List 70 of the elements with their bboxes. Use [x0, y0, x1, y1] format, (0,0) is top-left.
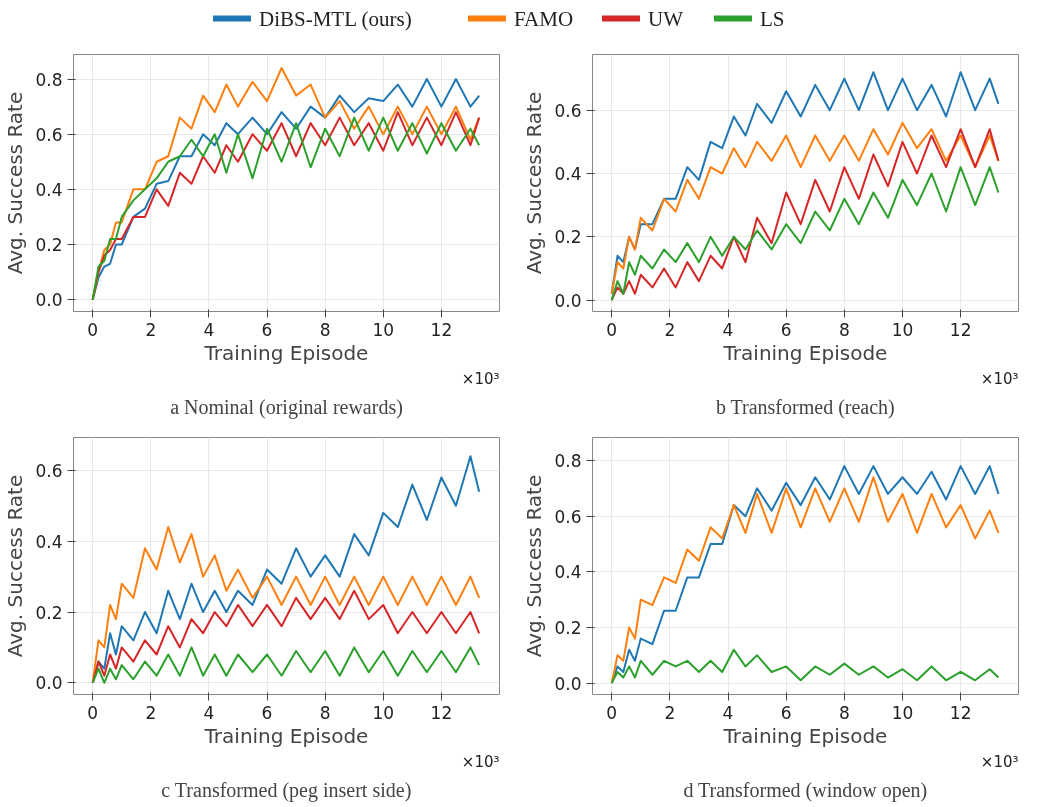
y-tick-label: 0.6	[554, 506, 582, 527]
y-tick-label: 0.2	[554, 617, 582, 638]
x-tick-label: 12	[949, 702, 972, 723]
legend-label: FAMO	[514, 6, 574, 31]
y-tick-label: 0.6	[35, 124, 63, 145]
x-tick-label: 10	[372, 319, 395, 340]
y-axis-title: Avg. Success Rate	[522, 474, 547, 658]
y-axis-title: Avg. Success Rate	[522, 91, 547, 275]
legend-label: UW	[648, 6, 684, 31]
x-tick-label: 12	[949, 319, 972, 340]
y-tick-label: 0.2	[35, 234, 63, 255]
y-tick-label: 0.2	[554, 227, 582, 248]
text: c Transformed (peg insert side)	[161, 778, 412, 802]
y-tick-label: 0.0	[35, 673, 63, 694]
y-tick-label: 0.6	[35, 460, 63, 481]
x-tick-label: 2	[145, 702, 157, 723]
x-tick-label: 6	[780, 702, 792, 723]
text: ×10³	[980, 369, 1019, 388]
line-series	[610, 166, 1000, 302]
x-tick-label: 10	[891, 702, 914, 723]
x-axis-title: Training Episode	[722, 340, 888, 365]
x-tick-label: 0	[87, 702, 99, 723]
y-tick-label: 0.8	[35, 69, 63, 90]
y-tick-label: 0.2	[35, 602, 63, 623]
x-tick-label: 2	[145, 319, 157, 340]
x-axis-title: Training Episode	[203, 340, 369, 365]
legend-label: DiBS-MTL (ours)	[259, 6, 412, 31]
y-tick-label: 0.6	[554, 100, 582, 121]
x-tick-label: 2	[664, 319, 676, 340]
x-tick-label: 10	[891, 319, 914, 340]
y-tick-label: 0.0	[554, 673, 582, 694]
x-tick-label: 0	[606, 319, 618, 340]
x-tick-label: 12	[430, 319, 453, 340]
line-series	[91, 646, 481, 684]
x-tick-label: 6	[261, 702, 273, 723]
x-tick-label: 10	[372, 702, 395, 723]
x-tick-label: 12	[430, 702, 453, 723]
x-tick-label: 6	[780, 319, 792, 340]
x-tick-label: 8	[838, 319, 850, 340]
y-tick-label: 0.0	[35, 290, 63, 311]
x-tick-label: 6	[261, 319, 273, 340]
x-tick-label: 8	[319, 702, 331, 723]
text: a Nominal (original rewards)	[170, 395, 403, 419]
x-tick-label: 0	[606, 702, 618, 723]
x-tick-label: 4	[722, 319, 734, 340]
y-tick-label: 0.4	[554, 164, 582, 184]
text: ×10³	[461, 369, 500, 388]
y-axis-title: Avg. Success Rate	[3, 474, 28, 658]
y-axis-title: Avg. Success Rate	[3, 91, 28, 275]
legend-label: LS	[760, 6, 785, 31]
x-tick-label: 2	[664, 702, 676, 723]
x-tick-label: 4	[203, 702, 215, 723]
text: d Transformed (window open)	[683, 778, 928, 802]
y-tick-label: 0.8	[554, 451, 582, 472]
line-series	[91, 589, 481, 684]
text: ×10³	[461, 752, 500, 771]
y-tick-label: 0.4	[554, 562, 582, 583]
text: b Transformed (reach)	[715, 395, 895, 419]
y-tick-label: 0.0	[554, 290, 582, 311]
x-tick-label: 8	[838, 702, 850, 723]
x-tick-label: 0	[87, 319, 99, 340]
x-axis-title: Training Episode	[203, 723, 369, 748]
x-tick-label: 4	[203, 319, 215, 340]
x-tick-label: 4	[722, 702, 734, 723]
y-tick-label: 0.4	[35, 179, 63, 200]
x-tick-label: 8	[319, 319, 331, 340]
x-axis-title: Training Episode	[722, 723, 888, 748]
line-series	[610, 648, 1000, 685]
text: ×10³	[980, 752, 1019, 771]
y-tick-label: 0.4	[35, 531, 63, 552]
